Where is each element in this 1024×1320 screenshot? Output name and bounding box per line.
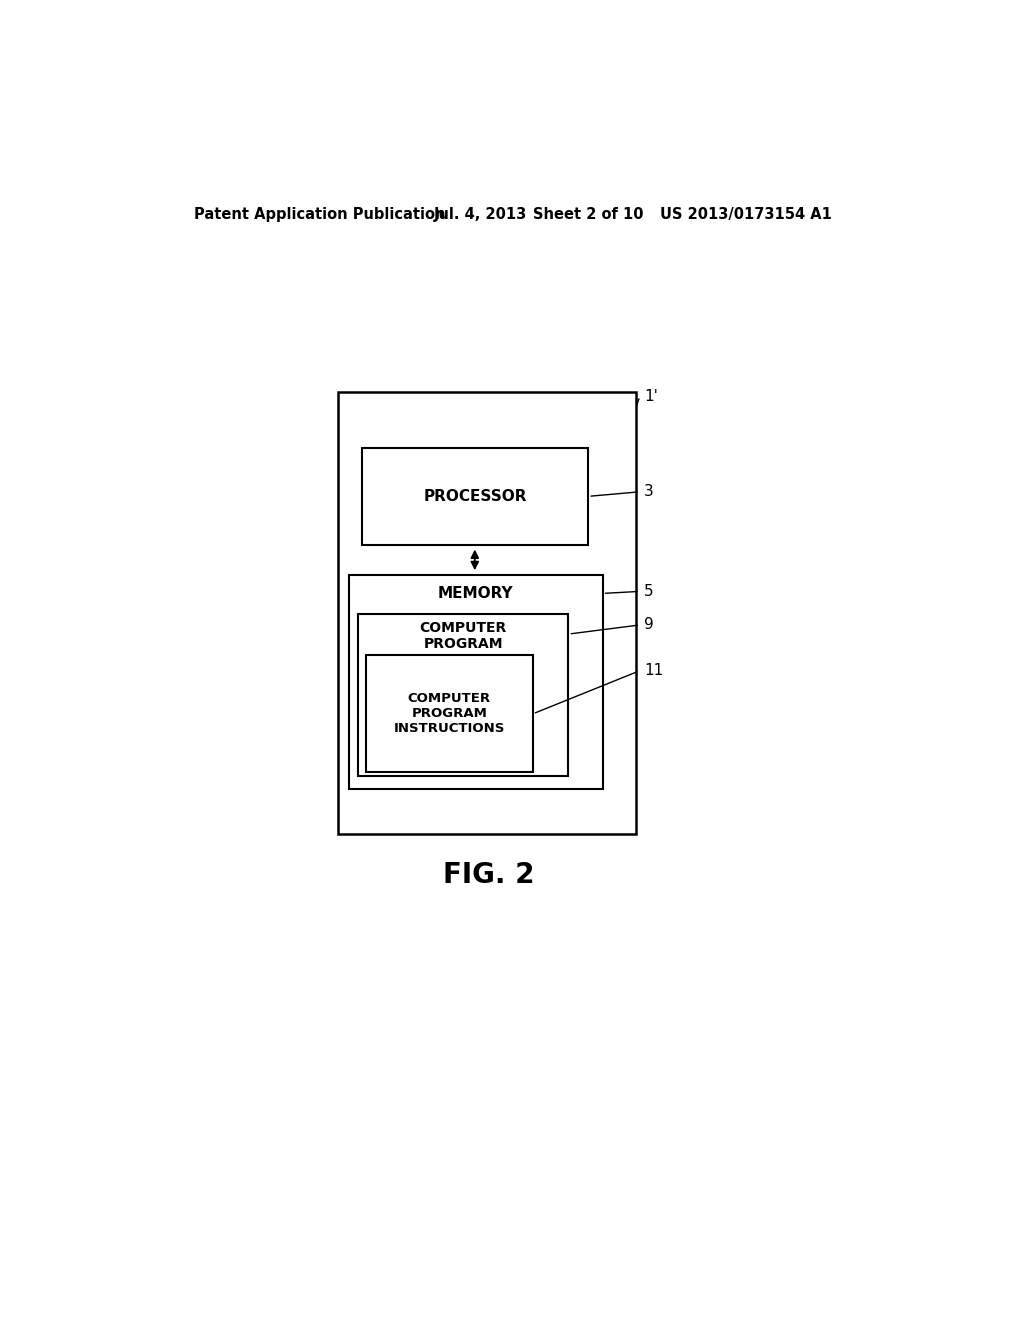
Text: Jul. 4, 2013: Jul. 4, 2013	[433, 207, 526, 222]
Text: PROCESSOR: PROCESSOR	[424, 488, 527, 504]
Bar	[358, 614, 568, 776]
Text: 1': 1'	[644, 388, 657, 404]
Text: 11: 11	[644, 663, 664, 678]
Bar	[362, 447, 588, 545]
Text: FIG. 2: FIG. 2	[443, 861, 535, 888]
Text: Patent Application Publication: Patent Application Publication	[194, 207, 445, 222]
Text: 5: 5	[644, 583, 653, 599]
Text: COMPUTER
PROGRAM: COMPUTER PROGRAM	[420, 620, 507, 651]
Text: Sheet 2 of 10: Sheet 2 of 10	[532, 207, 643, 222]
Text: US 2013/0173154 A1: US 2013/0173154 A1	[659, 207, 831, 222]
Text: MEMORY: MEMORY	[438, 586, 513, 601]
Bar	[348, 576, 602, 788]
Bar	[367, 656, 532, 772]
Text: 3: 3	[644, 484, 653, 499]
Bar	[338, 392, 636, 834]
Text: 9: 9	[644, 618, 653, 632]
Text: COMPUTER
PROGRAM
INSTRUCTIONS: COMPUTER PROGRAM INSTRUCTIONS	[393, 693, 505, 735]
